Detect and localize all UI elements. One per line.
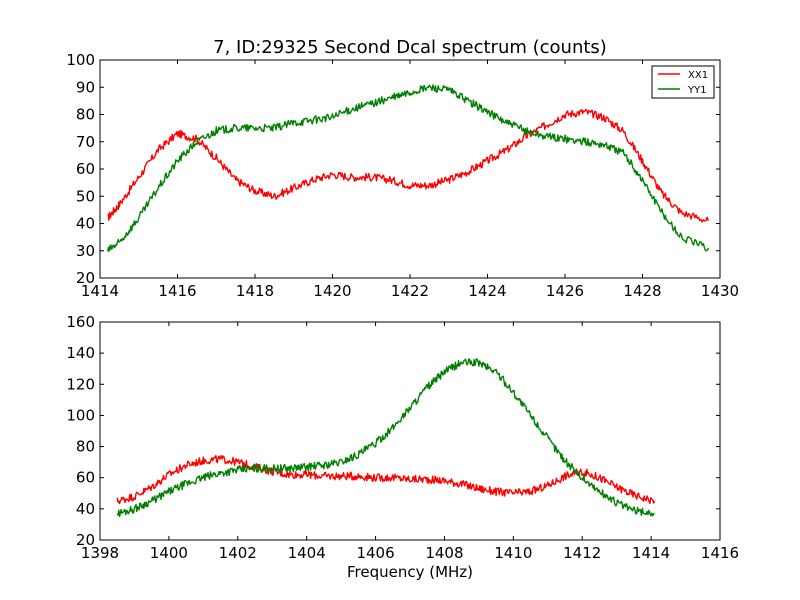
bottom-plot-series <box>116 358 656 517</box>
bottom-plot-axes: 1398 1400 1402 1404 1406 1408 1410 1412 1414 1416… <box>66 313 739 562</box>
legend-label-yy1: YY1 <box>687 85 707 96</box>
bottom-y-tick-label: 40 <box>76 500 95 518</box>
bottom-x-tick-label: 1412 <box>563 544 601 562</box>
bottom-x-tick-label: 1402 <box>219 544 257 562</box>
chart-title: 7, ID:29325 Second Dcal spectrum (counts… <box>213 37 607 58</box>
top-x-tick-label: 1414 <box>81 282 119 300</box>
bottom-y-tick-label: 140 <box>66 344 95 362</box>
top-plot-series <box>107 84 710 252</box>
bottom-x-tick-label: 1398 <box>81 544 119 562</box>
top-series-line-green <box>107 84 710 252</box>
top-y-tick-label: 40 <box>76 215 95 233</box>
top-y-tick-label: 50 <box>76 187 95 205</box>
bottom-x-tick-label: 1404 <box>288 544 326 562</box>
bottom-x-tick-label: 1414 <box>632 544 670 562</box>
bottom-y-tick-label: 160 <box>66 313 95 331</box>
top-x-tick-label: 1426 <box>546 282 584 300</box>
bottom-plot-panel: 1398 1400 1402 1404 1406 1408 1410 1412 1414 1416… <box>66 313 739 581</box>
top-plot-frame <box>99 59 721 279</box>
bottom-series-line-green <box>116 358 655 517</box>
top-y-tick-label: 20 <box>76 269 95 287</box>
bottom-series-line-red <box>116 455 656 505</box>
top-plot-axes: 1414 1416 1418 1420 1422 1424 1426 1428 1430 20 30… <box>66 51 739 300</box>
top-plot-panel: 7, ID:29325 Second Dcal spectrum (counts… <box>66 37 739 300</box>
top-x-tick-label: 1428 <box>623 282 661 300</box>
bottom-plot-frame <box>99 321 721 541</box>
top-x-tick-label: 1424 <box>468 282 506 300</box>
bottom-x-tick-label: 1408 <box>425 544 463 562</box>
x-axis-label: Frequency (MHz) <box>347 563 473 581</box>
top-y-tick-label: 70 <box>76 133 95 151</box>
top-x-tick-label: 1422 <box>391 282 429 300</box>
top-x-tick-label: 1430 <box>701 282 739 300</box>
top-series-line-red <box>107 108 710 223</box>
top-y-tick-label: 30 <box>76 242 95 260</box>
top-y-tick-label: 80 <box>76 106 95 124</box>
legend: XX1 YY1 <box>651 65 715 99</box>
legend-label-xx1: XX1 <box>688 70 708 81</box>
bottom-x-tick-label: 1400 <box>150 544 188 562</box>
top-x-tick-label: 1418 <box>236 282 274 300</box>
bottom-x-tick-label: 1410 <box>494 544 532 562</box>
top-x-tick-label: 1416 <box>158 282 196 300</box>
bottom-y-tick-label: 60 <box>76 469 95 487</box>
bottom-y-tick-label: 120 <box>66 375 95 393</box>
bottom-y-tick-label: 100 <box>66 406 95 424</box>
top-y-tick-label: 60 <box>76 160 95 178</box>
top-y-tick-label: 90 <box>76 78 95 96</box>
top-x-tick-label: 1420 <box>313 282 351 300</box>
bottom-y-tick-label: 80 <box>76 438 95 456</box>
legend-box <box>651 65 715 99</box>
bottom-x-tick-label: 1406 <box>356 544 394 562</box>
bottom-y-tick-label: 20 <box>76 531 95 549</box>
bottom-x-tick-label: 1416 <box>701 544 739 562</box>
top-y-tick-label: 100 <box>66 51 95 69</box>
